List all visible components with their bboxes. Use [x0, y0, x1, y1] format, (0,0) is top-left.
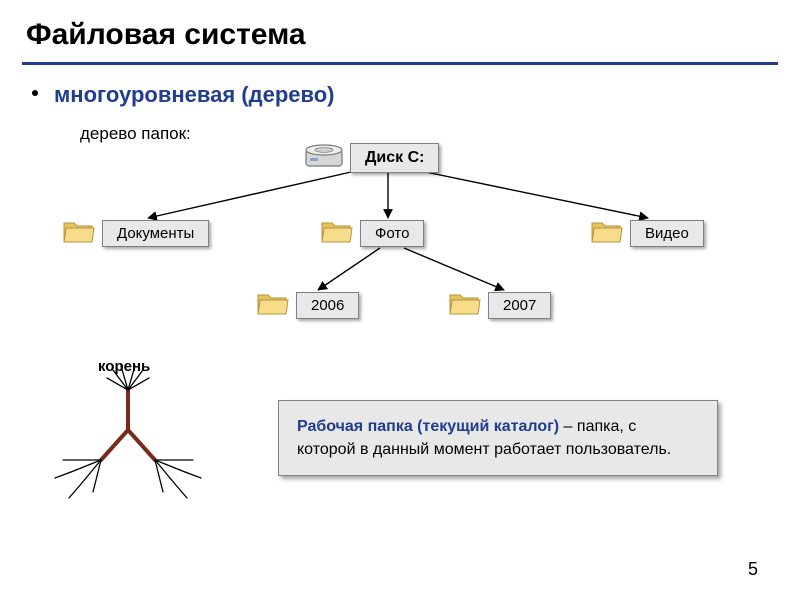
node-label: Видео [630, 220, 704, 247]
node-2007: 2007 [448, 290, 551, 321]
subtitle: многоуровневая (дерево) [54, 82, 335, 108]
folder-icon [448, 290, 482, 321]
title-divider [22, 62, 778, 65]
node-label: 2007 [488, 292, 551, 319]
node-disk-c: Диск C: [304, 140, 439, 175]
node-documents: Документы [62, 218, 209, 249]
node-label: 2006 [296, 292, 359, 319]
node-video: Видео [590, 218, 704, 249]
node-label: Фото [360, 220, 424, 247]
folder-icon [256, 290, 290, 321]
folder-icon [320, 218, 354, 249]
definition-term: Рабочая папка (текущий каталог) [297, 418, 559, 435]
node-2006: 2006 [256, 290, 359, 321]
definition-box: Рабочая папка (текущий каталог) – папка,… [278, 400, 718, 476]
hard-disk-icon [304, 140, 344, 175]
page-title: Файловая система [26, 18, 306, 52]
tree-caption: дерево папок: [80, 124, 191, 144]
bullet-icon [32, 90, 38, 96]
node-label: Документы [102, 220, 209, 247]
folder-icon [62, 218, 96, 249]
node-label: Диск C: [350, 143, 439, 173]
root-tree-icon [43, 360, 213, 520]
folder-icon [590, 218, 624, 249]
page-number: 5 [748, 559, 758, 580]
node-photo: Фото [320, 218, 424, 249]
